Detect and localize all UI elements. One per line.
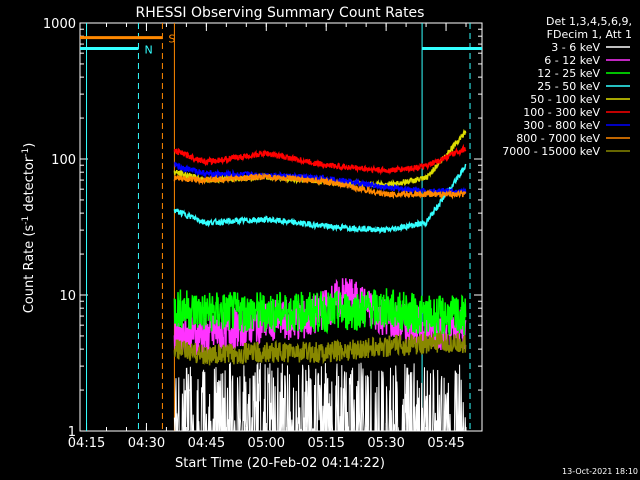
series-lines: [173, 128, 467, 432]
y-axis-label-sup1: -1: [21, 216, 31, 225]
x-tick-label: 05:00: [248, 436, 285, 451]
y-tick-label: 100: [51, 153, 76, 168]
series-line: [173, 163, 467, 235]
x-tick-label: 05:30: [367, 436, 404, 451]
x-tick-label: 05:45: [427, 436, 464, 451]
legend-label: 6 - 12 keV: [544, 54, 600, 67]
legend-label: 300 - 800 keV: [523, 119, 600, 132]
x-axis-label: Start Time (20-Feb-02 04:14:22): [175, 456, 385, 471]
legend-label: 7000 - 15000 keV: [502, 145, 600, 158]
y-tick-label: 1000: [43, 17, 76, 32]
x-tick-label: 04:45: [188, 436, 225, 451]
flag-bars: NS: [80, 33, 482, 56]
legend-label: 3 - 6 keV: [551, 41, 600, 54]
y-tick-labels: 1 10 100 1000: [43, 17, 76, 440]
series-line: [173, 143, 467, 176]
flag-label: N: [144, 43, 152, 56]
x-tick-labels: 04:15 04:30 04:45 05:00 05:15 05:30 05:45: [68, 436, 465, 451]
y-axis-label-part1: Count Rate (s: [22, 225, 37, 314]
legend-label: 800 - 7000 keV: [516, 132, 600, 145]
legend-header-1: Det 1,3,4,5,6,9,: [546, 15, 632, 28]
legend-header-2: FDecim 1, Att 1: [547, 28, 632, 41]
x-tick-label: 04:30: [128, 436, 165, 451]
legend-label: 25 - 50 keV: [537, 80, 600, 93]
footer-timestamp: 13-Oct-2021 18:10: [562, 467, 638, 476]
legend-label: 12 - 25 keV: [537, 67, 600, 80]
series-line: [173, 172, 467, 200]
series-line: [173, 362, 467, 432]
y-tick-label: 1: [68, 425, 76, 440]
series-line: [173, 329, 467, 366]
chart-title: RHESSI Observing Summary Count Rates: [136, 5, 425, 21]
x-tick-label: 04:15: [68, 436, 105, 451]
x-tick-label: 05:15: [307, 436, 344, 451]
y-axis-label: Count Rate (s-1 detector-1): [21, 143, 37, 314]
y-tick-label: 10: [59, 289, 76, 304]
time-markers: [86, 23, 471, 431]
series-line: [173, 288, 467, 337]
y-axis-label-sup2: -1: [21, 148, 31, 157]
flag-label: S: [168, 33, 175, 46]
legend-label: 100 - 300 keV: [523, 106, 600, 119]
y-axis-label-part3: ): [22, 143, 37, 148]
y-axis-label-part2: detector: [22, 156, 37, 216]
legend-label: 50 - 100 keV: [530, 93, 600, 106]
legend: Det 1,3,4,5,6,9, FDecim 1, Att 1 3 - 6 k…: [502, 15, 632, 158]
